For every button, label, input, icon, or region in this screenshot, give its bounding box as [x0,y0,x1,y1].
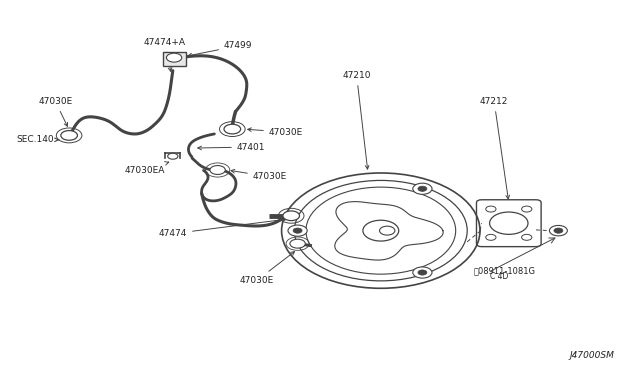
Circle shape [166,53,182,62]
Circle shape [522,206,532,212]
Text: C 4D: C 4D [490,272,508,281]
Text: J47000SM: J47000SM [570,351,614,360]
Circle shape [522,234,532,240]
Circle shape [413,183,432,194]
Circle shape [288,225,307,236]
Circle shape [61,131,77,140]
Circle shape [283,211,300,221]
Text: SEC.140: SEC.140 [16,135,60,144]
Circle shape [554,228,563,233]
Circle shape [413,267,432,278]
Circle shape [418,270,427,275]
Text: 47401: 47401 [198,142,266,151]
Bar [163,52,186,66]
Text: 47474: 47474 [159,218,286,238]
Text: 47030EA: 47030EA [125,162,169,175]
Text: 47030E: 47030E [38,97,73,126]
Circle shape [486,206,496,212]
Circle shape [293,228,302,233]
Circle shape [168,153,178,159]
Text: 47210: 47210 [342,71,371,169]
Text: 47030E: 47030E [240,251,294,285]
Circle shape [224,124,241,134]
Text: 47212: 47212 [480,97,509,199]
Text: 47474+A: 47474+A [144,38,186,71]
Circle shape [486,234,496,240]
Circle shape [210,166,225,174]
Text: 47499: 47499 [188,41,253,57]
Text: 47030E: 47030E [248,128,303,137]
Circle shape [290,239,305,248]
Circle shape [550,225,568,236]
Circle shape [418,186,427,191]
Text: Ⓝ08911-1081G: Ⓝ08911-1081G [474,266,536,275]
Text: 47030E: 47030E [231,169,287,181]
